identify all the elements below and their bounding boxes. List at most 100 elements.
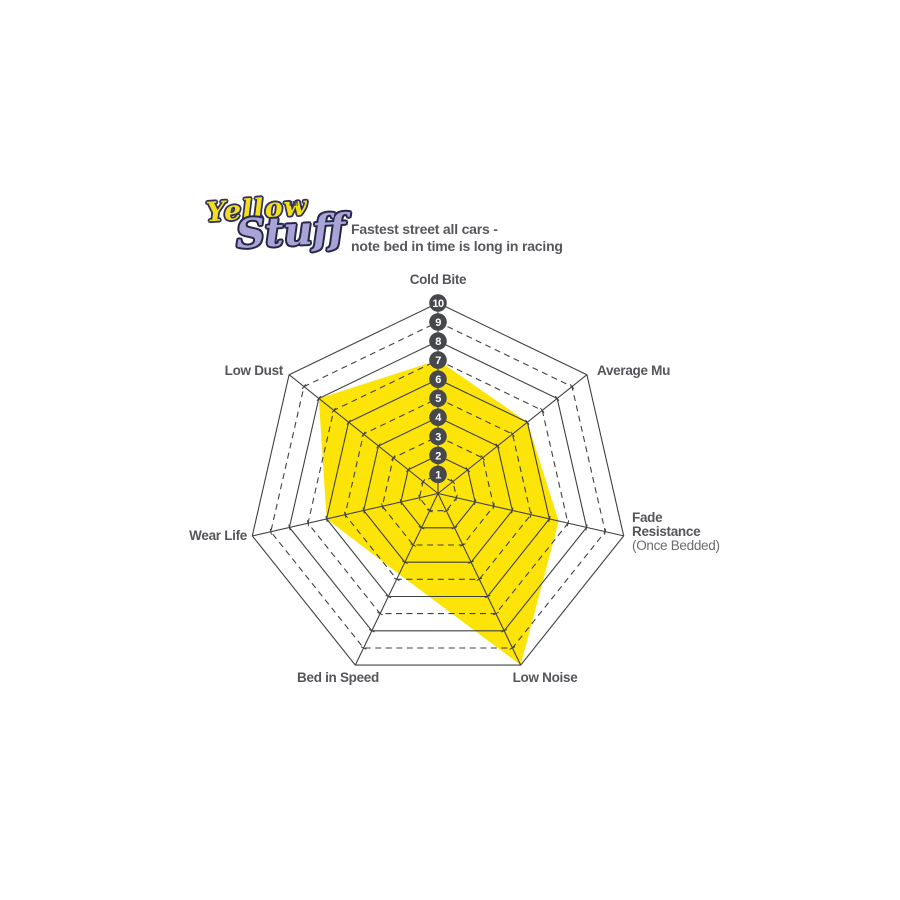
axis-tick [418, 494, 421, 501]
axis-label-low-noise: Low Noise [512, 670, 578, 685]
axis-tick [361, 431, 366, 437]
scale-badge-label: 10 [432, 298, 444, 310]
axis-label-wear-life: Wear Life [189, 528, 247, 543]
grid-ring-8 [288, 340, 588, 632]
scale-badge-label: 2 [435, 450, 441, 462]
axis-tick [450, 478, 456, 485]
data-polygon-yellowstuff [318, 360, 559, 666]
axis-tick [344, 511, 347, 518]
axis-tick [420, 478, 426, 485]
axis-tick [511, 507, 514, 514]
axis-tick [455, 494, 458, 501]
axis-label-bed-in-speed: Bed in Speed [297, 670, 379, 685]
axis-label-fade-resistance: Fade Resistance (Once Bedded) [632, 511, 720, 553]
trademark-symbol: TM [288, 201, 299, 208]
grid-ring-4 [363, 416, 513, 563]
scale-badge-6 [429, 370, 447, 389]
axis-tick [480, 455, 485, 461]
grid-ring-6 [326, 378, 550, 598]
scale-badge-label: 6 [435, 374, 441, 386]
scale-badge-label: 3 [435, 431, 441, 443]
axis-tick [443, 508, 450, 513]
axis-tick [554, 395, 560, 402]
grid-ring-3 [381, 435, 495, 546]
axis-tick [501, 629, 508, 633]
axis-label-fade-line-1: Fade [632, 510, 663, 525]
axis-tick [377, 611, 384, 616]
scale-badge-label: 7 [435, 355, 441, 367]
axis-tick [360, 646, 367, 650]
axis-tick [495, 443, 500, 449]
scale-badge-10 [429, 294, 447, 312]
scale-badge-label: 5 [435, 393, 441, 405]
axis-tick [474, 498, 477, 506]
axis-tick [405, 467, 411, 473]
axis-label-low-dust: Low Dust [224, 363, 284, 378]
axis-tick [381, 503, 384, 510]
grid-ring-5 [344, 397, 532, 580]
axis-tick [566, 520, 570, 527]
grid-ring-2 [400, 454, 476, 529]
axis-tick [362, 507, 365, 514]
scale-badge-8 [429, 332, 447, 350]
axis-tick [391, 455, 396, 461]
axis-tick [399, 498, 402, 506]
axis-tick [269, 528, 272, 535]
axis-tick [525, 419, 530, 425]
axis-tick [484, 594, 491, 599]
axis-tick [331, 407, 336, 414]
scale-badge-9 [429, 313, 447, 331]
yellowstuff-logo: Yellow TM Stuff [196, 190, 347, 272]
axis-tick [569, 383, 575, 390]
axis-tick [604, 528, 607, 535]
axis-tick [288, 524, 291, 531]
axis-tick [585, 524, 588, 531]
axis-tick [426, 508, 433, 513]
scale-badge-4 [429, 408, 447, 427]
axis-label-average-mu: Average Mu [597, 363, 671, 378]
axis-tick [376, 443, 381, 449]
grid-ring-9 [270, 321, 606, 649]
axis-label-cold-bite: Cold Bite [409, 272, 467, 287]
grid-ring-7 [307, 359, 569, 615]
axis-tick [459, 543, 466, 547]
axis-tick [451, 526, 458, 530]
axis-tick [548, 515, 551, 523]
scale-badge-label: 9 [435, 317, 441, 329]
scale-badge-label: 8 [435, 336, 441, 348]
grid-ring-10 [251, 302, 625, 666]
axis-tick [492, 611, 499, 616]
scale-badge-label: 1 [435, 469, 441, 481]
axis-tick [368, 629, 375, 633]
axis-label-fade-subnote: (Once Bedded) [632, 538, 720, 553]
chart-subtitle: Fastest street all cars - note bed in ti… [351, 221, 563, 254]
axis-tick [306, 520, 310, 527]
scale-badge-1 [429, 465, 447, 484]
axis-label-fade-line-2: Resistance [632, 524, 701, 539]
axis-tick [509, 646, 516, 650]
axis-tick [468, 560, 475, 564]
axis-tick [529, 511, 532, 518]
axis-tick [418, 526, 425, 530]
scale-badge-5 [429, 389, 447, 408]
grid-ring-1 [418, 473, 458, 512]
axis-tick [401, 560, 408, 564]
scale-badge-3 [429, 427, 447, 446]
scale-badge-7 [429, 351, 447, 369]
subtitle-line-1: Fastest street all cars - [351, 221, 498, 237]
axis-tick [385, 594, 392, 599]
axis-tick [540, 407, 545, 414]
axis-tick [476, 577, 483, 582]
axis-tick [325, 515, 328, 523]
axis-tick [346, 419, 351, 425]
axis-tick [393, 577, 400, 582]
axis-tick [316, 395, 322, 402]
subtitle-line-2: note bed in time is long in racing [351, 237, 563, 254]
axis-tick [510, 431, 515, 437]
scale-badge-2 [429, 446, 447, 465]
scale-badge-label: 4 [435, 412, 442, 424]
axis-tick [410, 543, 417, 547]
axis-tick [301, 383, 307, 390]
